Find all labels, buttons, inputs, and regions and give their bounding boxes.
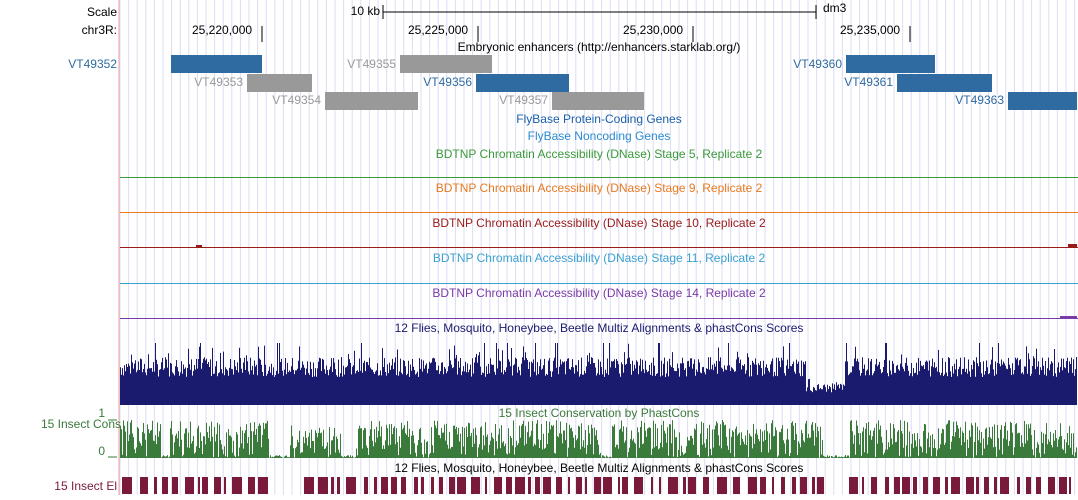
y-axis-min: 0 xyxy=(98,444,105,458)
enhancer-VT49361[interactable] xyxy=(897,74,992,92)
enhancer-label: VT49353 xyxy=(194,75,243,89)
ruler-tick-label: 25,230,000 xyxy=(623,23,683,37)
chrom-label: chr3R: xyxy=(82,23,117,37)
track-phastcons[interactable]: 15 Insect Conservation by PhastCons 15 I… xyxy=(41,406,1077,458)
track-title: 12 Flies, Mosquito, Honeybee, Beetle Mul… xyxy=(395,321,804,335)
enhancer-label: VT49355 xyxy=(347,57,396,71)
track-dnase-stage11[interactable]: BDTNP Chromatin Accessibility (DNase) St… xyxy=(120,251,1078,284)
enhancer-VT49352[interactable] xyxy=(171,55,262,73)
track-dnase-stage5[interactable]: BDTNP Chromatin Accessibility (DNase) St… xyxy=(120,147,1078,178)
track-title: BDTNP Chromatin Accessibility (DNase) St… xyxy=(432,216,766,230)
enhancer-label: VT49356 xyxy=(423,75,472,89)
ruler-tick-label: 25,220,000 xyxy=(192,23,252,37)
enhancer-label: VT49363 xyxy=(955,93,1004,107)
track-title: BDTNP Chromatin Accessibility (DNase) St… xyxy=(433,251,766,265)
track-side-label[interactable]: VT49352 xyxy=(68,57,117,71)
scale-bar-text: 10 kb xyxy=(351,4,381,18)
enhancer-VT49357[interactable] xyxy=(552,92,644,110)
track-title: BDTNP Chromatin Accessibility (DNase) St… xyxy=(436,181,763,195)
enhancer-label: VT49354 xyxy=(272,93,321,107)
enhancer-label: VT49360 xyxy=(793,57,842,71)
track-embryonic-enhancers[interactable]: Embryonic enhancers (http://enhancers.st… xyxy=(68,40,1077,110)
track-dnase-stage10[interactable]: BDTNP Chromatin Accessibility (DNase) St… xyxy=(120,216,1078,248)
enhancer-VT49356[interactable] xyxy=(476,74,569,92)
track-dnase-stage9[interactable]: BDTNP Chromatin Accessibility (DNase) St… xyxy=(120,181,1078,213)
track-dnase-stage14[interactable]: BDTNP Chromatin Accessibility (DNase) St… xyxy=(120,286,1078,319)
track-multiz-alignments[interactable]: 12 Flies, Mosquito, Honeybee, Beetle Mul… xyxy=(120,321,1077,405)
conserved-element-blocks xyxy=(122,477,1071,494)
enhancer-label: VT49357 xyxy=(499,93,548,107)
enhancer-VT49353[interactable] xyxy=(247,74,312,92)
enhancer-VT49363[interactable] xyxy=(1008,92,1077,110)
enhancer-VT49360[interactable] xyxy=(846,55,935,73)
track-title: 12 Flies, Mosquito, Honeybee, Beetle Mul… xyxy=(395,461,804,475)
track-title: BDTNP Chromatin Accessibility (DNase) St… xyxy=(432,286,766,300)
enhancer-VT49354[interactable] xyxy=(325,92,418,110)
track-title: BDTNP Chromatin Accessibility (DNase) St… xyxy=(436,147,763,161)
scale-bar xyxy=(382,5,817,19)
enhancer-label: VT49361 xyxy=(844,75,893,89)
position-ruler: 25,220,000 25,225,000 25,230,000 25,235,… xyxy=(192,23,911,42)
track-title: Embryonic enhancers (http://enhancers.st… xyxy=(458,40,741,54)
ruler-tick-label: 25,235,000 xyxy=(840,23,900,37)
track-title: 15 Insect Conservation by PhastCons xyxy=(499,406,700,420)
track-side-label[interactable]: 15 Insect El xyxy=(54,479,117,493)
track-title-flybase-coding[interactable]: FlyBase Protein-Coding Genes xyxy=(516,112,681,126)
y-axis-max: 1 xyxy=(98,406,105,420)
track-side-label[interactable]: 15 Insect Cons xyxy=(41,417,121,431)
assembly-label: dm3 xyxy=(823,1,847,15)
enhancer-VT49355[interactable] xyxy=(400,55,492,73)
track-conserved-elements[interactable]: 12 Flies, Mosquito, Honeybee, Beetle Mul… xyxy=(54,461,1071,494)
multiz-conservation-wiggle xyxy=(120,343,1077,405)
track-title-flybase-noncoding[interactable]: FlyBase Noncoding Genes xyxy=(528,129,671,143)
ruler-tick-label: 25,225,000 xyxy=(408,23,468,37)
phastcons-wiggle xyxy=(120,420,1077,458)
scale-label: Scale xyxy=(87,5,117,19)
